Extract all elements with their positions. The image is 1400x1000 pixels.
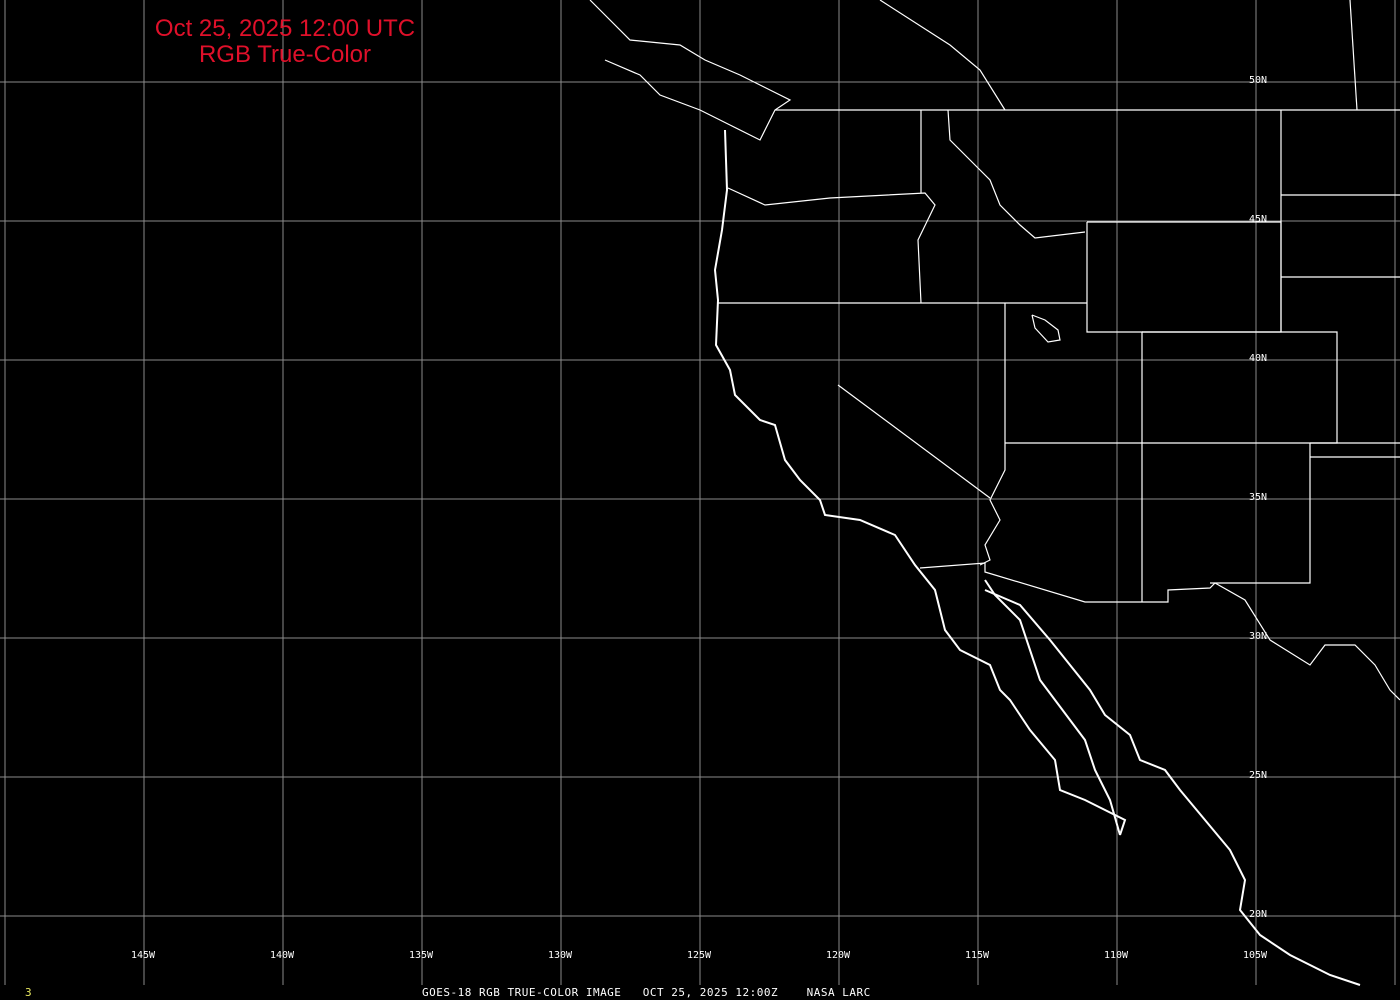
latitude-label: 40N xyxy=(1249,353,1268,364)
ca-nv-diagonal xyxy=(837,384,991,499)
nv-ut-border xyxy=(979,303,1006,566)
image-caption: GOES-18 RGB TRUE-COLOR IMAGE OCT 25, 202… xyxy=(422,986,871,999)
wy-box xyxy=(1087,221,1282,333)
mexico-gulf-coast xyxy=(984,589,1361,986)
longitude-label: 120W xyxy=(826,950,851,961)
longitude-label: 145W xyxy=(131,950,156,961)
longitude-label: 135W xyxy=(409,950,434,961)
longitude-label: 115W xyxy=(965,950,990,961)
longitude-label: 130W xyxy=(548,950,573,961)
longitude-label: 105W xyxy=(1243,950,1268,961)
bc-coast xyxy=(589,0,792,141)
id-mt-border xyxy=(947,109,1086,239)
us-west-coastline xyxy=(713,129,1127,836)
co-box xyxy=(1142,331,1338,444)
map-title-product: RGB True-Color xyxy=(198,41,372,68)
canada-province-2 xyxy=(879,0,1006,111)
map-title-date: Oct 25, 2025 12:00 UTC xyxy=(154,15,416,42)
nm-east xyxy=(1210,443,1311,584)
latitude-label: 50N xyxy=(1249,75,1268,86)
wa-or-border xyxy=(727,187,936,304)
longitude-label: 110W xyxy=(1104,950,1129,961)
great-salt-lake xyxy=(1031,314,1061,343)
frame-number: 3 xyxy=(25,986,33,999)
us-mexico-border xyxy=(919,562,1400,701)
baja-east-coast xyxy=(984,579,1121,836)
wy-west xyxy=(1086,222,1143,602)
longitude-label: 140W xyxy=(270,950,295,961)
coastlines-and-borders xyxy=(589,0,1400,986)
longitude-label: 125W xyxy=(687,950,712,961)
canada-province xyxy=(1349,0,1358,111)
latitude-label: 35N xyxy=(1249,492,1268,503)
latitude-label: 25N xyxy=(1249,770,1268,781)
latitude-label: 45N xyxy=(1249,214,1268,225)
latitude-label: 30N xyxy=(1249,631,1268,642)
latitude-label: 20N xyxy=(1249,909,1268,920)
